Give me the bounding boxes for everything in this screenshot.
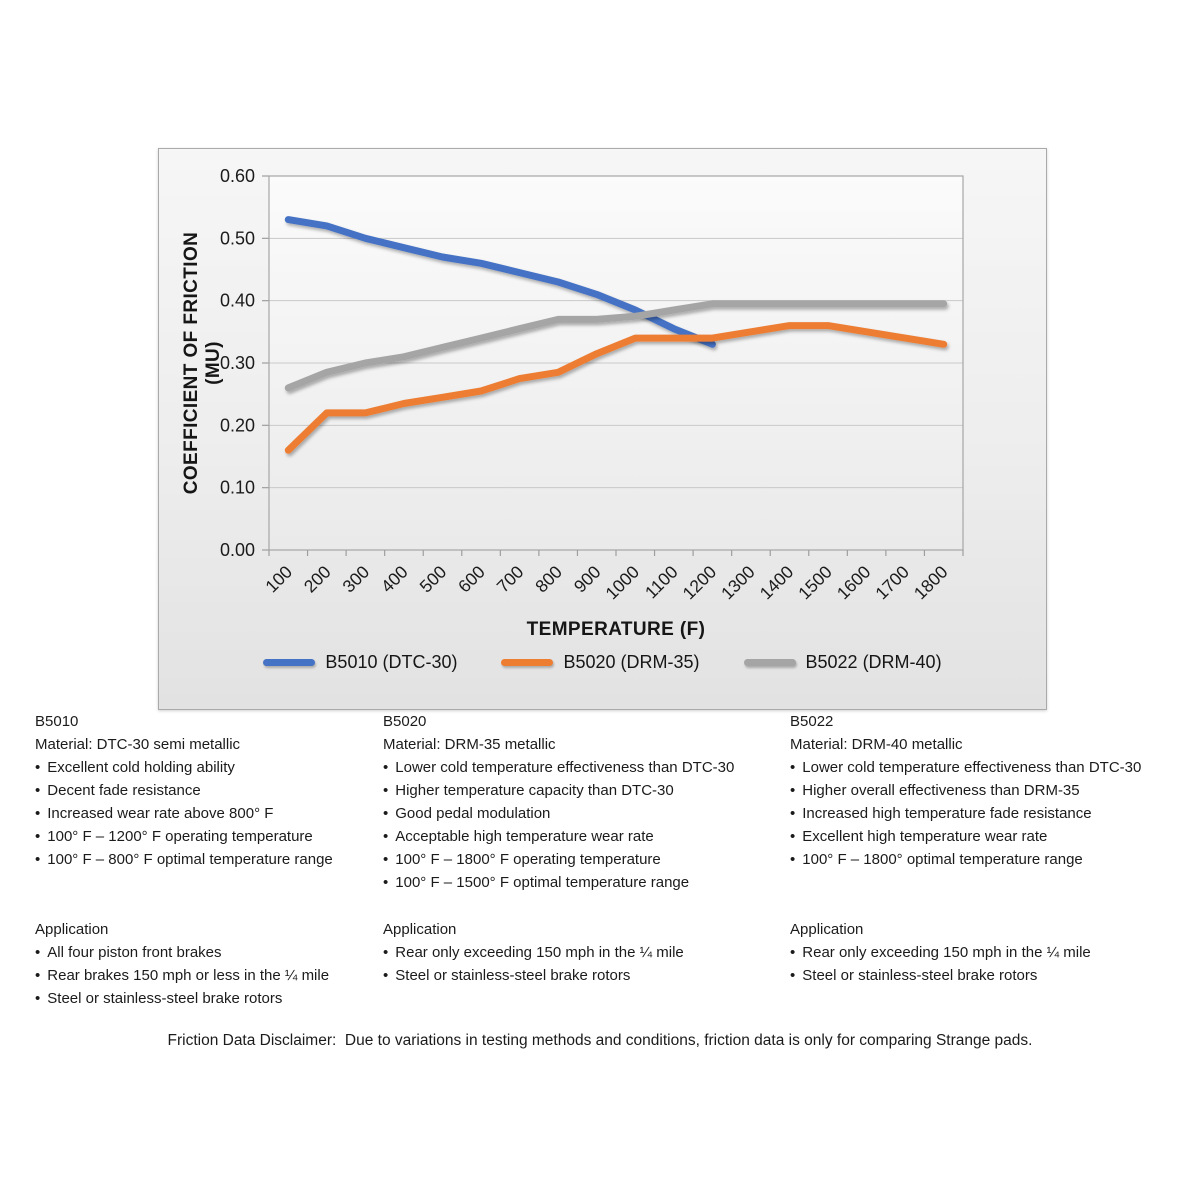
- svg-text:0.60: 0.60: [220, 166, 255, 186]
- application-list: Rear only exceeding 150 mph in the ¼ mil…: [383, 941, 684, 987]
- legend-swatch-b5020-icon: [501, 659, 554, 666]
- feature-item: Increased wear rate above 800° F: [35, 802, 380, 825]
- feature-item: Increased high temperature fade resistan…: [790, 802, 1195, 825]
- application-item: All four piston front brakes: [35, 941, 329, 964]
- y-axis-title: COEFFICIENT OF FRICTION (MU): [181, 231, 224, 495]
- material-line: Material: DRM-35 metallic: [383, 736, 556, 753]
- feature-item: Lower cold temperature effectiveness tha…: [790, 756, 1195, 779]
- material-line: Material: DTC-30 semi metallic: [35, 736, 241, 753]
- legend-swatch-b5010-icon: [263, 659, 316, 666]
- friction-chart: 0.00 0.10 0.20 0.30 0.40 0.50 0.60 100 200 300 400…: [158, 148, 1047, 710]
- application-block: Application Rear only exceeding 150 mph …: [790, 918, 1091, 987]
- feature-item: Excellent cold holding ability: [35, 756, 380, 779]
- legend-item-b5020: B5020 (DRM-35): [501, 652, 700, 673]
- application-block: Application All four piston front brakes…: [35, 918, 329, 1010]
- application-list: All four piston front brakes Rear brakes…: [35, 941, 329, 1010]
- svg-text:500: 500: [416, 562, 451, 597]
- svg-text:200: 200: [300, 562, 335, 597]
- application-item: Steel or stainless-steel brake rotors: [35, 987, 329, 1010]
- chart-legend: B5010 (DTC-30) B5020 (DRM-35) B5022 (DRM…: [159, 652, 1046, 673]
- svg-text:0.40: 0.40: [220, 291, 255, 311]
- application-list: Rear only exceeding 150 mph in the ¼ mil…: [790, 941, 1091, 987]
- legend-label-b5020: B5020 (DRM-35): [563, 652, 700, 672]
- svg-text:700: 700: [493, 562, 528, 597]
- svg-text:1200: 1200: [679, 562, 721, 604]
- feature-item: Good pedal modulation: [383, 802, 783, 825]
- feature-item: Higher temperature capacity than DTC-30: [383, 779, 783, 802]
- feature-item: 100° F – 1200° F operating temperature: [35, 825, 380, 848]
- product-code: B5022: [790, 713, 834, 730]
- legend-item-b5022: B5022 (DRM-40): [743, 652, 942, 673]
- legend-label-b5022: B5022 (DRM-40): [805, 652, 942, 672]
- application-item: Steel or stainless-steel brake rotors: [383, 964, 684, 987]
- friction-data-disclaimer: Friction Data Disclaimer: Due to variati…: [167, 1032, 1033, 1049]
- feature-item: 100° F – 1800° F operating temperature: [383, 848, 783, 871]
- application-item: Rear brakes 150 mph or less in the ¼ mil…: [35, 964, 329, 987]
- legend-swatch-b5022-icon: [743, 659, 796, 666]
- svg-text:1300: 1300: [717, 562, 759, 604]
- feature-item: Lower cold temperature effectiveness tha…: [383, 756, 783, 779]
- feature-list: Excellent cold holding ability Decent fa…: [35, 756, 380, 871]
- svg-text:1100: 1100: [641, 562, 682, 603]
- svg-text:600: 600: [454, 562, 489, 597]
- product-code: B5010: [35, 713, 79, 730]
- feature-list: Lower cold temperature effectiveness tha…: [790, 756, 1195, 871]
- feature-list: Lower cold temperature effectiveness tha…: [383, 756, 783, 894]
- svg-text:0.20: 0.20: [220, 415, 255, 435]
- application-item: Rear only exceeding 150 mph in the ¼ mil…: [790, 941, 1091, 964]
- feature-item: Decent fade resistance: [35, 779, 380, 802]
- svg-text:1600: 1600: [833, 562, 875, 604]
- feature-item: 100° F – 1500° F optimal temperature ran…: [383, 871, 783, 894]
- application-title: Application: [35, 921, 109, 938]
- svg-text:1700: 1700: [871, 562, 913, 604]
- svg-text:0.30: 0.30: [220, 353, 255, 373]
- product-code: B5020: [383, 713, 427, 730]
- svg-text:1500: 1500: [794, 562, 836, 604]
- legend-item-b5010: B5010 (DTC-30): [263, 652, 457, 673]
- legend-label-b5010: B5010 (DTC-30): [325, 652, 458, 672]
- application-title: Application: [790, 921, 864, 938]
- spec-column-b5020: B5020 Material: DRM-35 metallic Lower co…: [383, 710, 783, 1040]
- x-axis-title: TEMPERATURE (F): [526, 619, 706, 640]
- svg-text:1800: 1800: [910, 562, 952, 604]
- feature-item: Acceptable high temperature wear rate: [383, 825, 783, 848]
- svg-text:0.50: 0.50: [220, 228, 255, 248]
- svg-text:300: 300: [338, 562, 373, 597]
- feature-item: Excellent high temperature wear rate: [790, 825, 1195, 848]
- svg-text:800: 800: [531, 562, 566, 597]
- plot-svg: 0.00 0.10 0.20 0.30 0.40 0.50 0.60 100 200 300 400…: [220, 166, 964, 604]
- application-title: Application: [383, 921, 457, 938]
- spec-column-b5022: B5022 Material: DRM-40 metallic Lower co…: [790, 710, 1195, 1040]
- feature-item: 100° F – 1800° optimal temperature range: [790, 848, 1195, 871]
- feature-item: Higher overall effectiveness than DRM-35: [790, 779, 1195, 802]
- feature-item: 100° F – 800° F optimal temperature rang…: [35, 848, 380, 871]
- svg-text:0.10: 0.10: [220, 478, 255, 498]
- svg-text:1400: 1400: [756, 562, 798, 604]
- svg-text:1000: 1000: [601, 562, 643, 604]
- svg-text:400: 400: [377, 562, 412, 597]
- material-line: Material: DRM-40 metallic: [790, 736, 963, 753]
- application-item: Steel or stainless-steel brake rotors: [790, 964, 1091, 987]
- application-item: Rear only exceeding 150 mph in the ¼ mil…: [383, 941, 684, 964]
- svg-text:100: 100: [261, 562, 296, 597]
- application-block: Application Rear only exceeding 150 mph …: [383, 918, 684, 987]
- svg-text:0.00: 0.00: [220, 540, 255, 560]
- svg-text:900: 900: [570, 562, 605, 597]
- spec-column-b5010: B5010 Material: DTC-30 semi metallic Exc…: [35, 710, 380, 1040]
